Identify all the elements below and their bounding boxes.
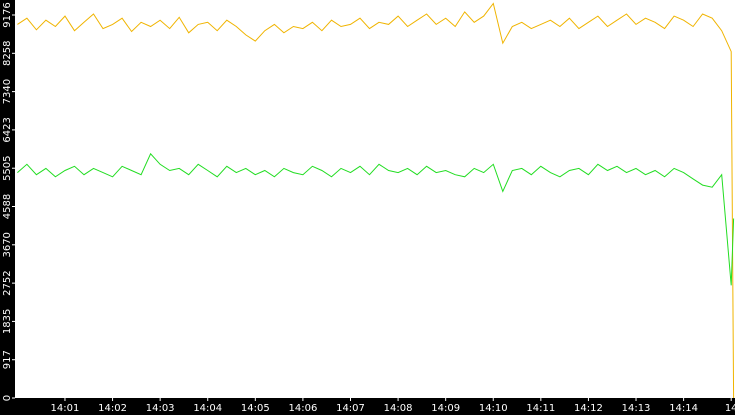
- y-tick-label: 9176: [2, 2, 13, 27]
- y-tick-label: 8258: [2, 41, 13, 66]
- x-tick-label: 14:14: [669, 403, 698, 414]
- x-tick-label: 14:03: [146, 403, 175, 414]
- y-tick-label: 0: [2, 395, 13, 401]
- x-tick-label: 14:06: [288, 403, 317, 414]
- y-tick-label: 917: [2, 350, 13, 369]
- y-tick-label: 5505: [2, 155, 13, 180]
- x-tick-label: 14: [725, 403, 735, 414]
- x-tick-label: 14:09: [431, 403, 460, 414]
- series-line: [17, 152, 735, 286]
- x-tick-label: 14:04: [193, 403, 222, 414]
- x-tick-label: 14:07: [336, 403, 365, 414]
- y-tick-label: 6423: [2, 117, 13, 142]
- x-tick-label: 14:05: [241, 403, 270, 414]
- x-tick-label: 14:08: [384, 403, 413, 414]
- y-tick-label: 2752: [2, 270, 13, 295]
- x-tick-label: 14:02: [98, 403, 127, 414]
- y-tick-label: 4588: [2, 194, 13, 219]
- x-tick-label: 14:13: [622, 403, 651, 414]
- x-tick-label: 14:01: [51, 403, 80, 414]
- x-tick-label: 14:10: [479, 403, 508, 414]
- x-tick-label: 14:11: [526, 403, 555, 414]
- y-tick-label: 7340: [2, 79, 13, 104]
- plot-area: [15, 0, 735, 398]
- series-line: [17, 2, 735, 399]
- x-tick-label: 14:12: [574, 403, 603, 414]
- y-tick-label: 3670: [2, 232, 13, 257]
- y-tick-label: 1835: [2, 309, 13, 334]
